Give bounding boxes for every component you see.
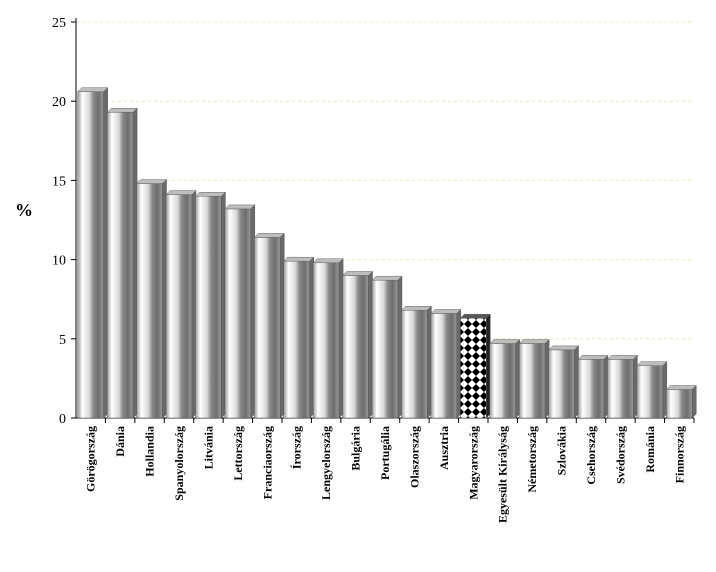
bar bbox=[106, 112, 134, 419]
x-category-label: Írország bbox=[290, 426, 304, 469]
y-tick-label: 5 bbox=[59, 333, 66, 348]
bar bbox=[371, 279, 399, 419]
bars bbox=[77, 87, 697, 419]
x-category-label: Magyarország bbox=[466, 426, 480, 500]
x-category-label: Dánia bbox=[113, 426, 127, 457]
x-category-label: Bulgária bbox=[349, 426, 363, 471]
x-category-label: Görögország bbox=[84, 426, 98, 492]
y-tick-label: 0 bbox=[59, 412, 66, 427]
x-category-label: Hollandia bbox=[143, 426, 157, 477]
bar-highlighted bbox=[460, 317, 487, 419]
bar bbox=[283, 260, 310, 419]
bar-top bbox=[136, 179, 168, 184]
bar bbox=[136, 183, 163, 419]
bar-top bbox=[106, 108, 138, 113]
bar-top bbox=[283, 256, 315, 262]
labels: 0 5 10 15 20 25 Görögország Dánia Hollandia Spany… bbox=[52, 16, 686, 523]
y-tick-label: 25 bbox=[52, 16, 66, 31]
bar-top bbox=[77, 87, 109, 92]
bar bbox=[430, 313, 458, 419]
bar-top bbox=[165, 190, 197, 195]
x-category-label: Olaszország bbox=[407, 426, 421, 488]
bar-top bbox=[577, 355, 609, 360]
bar-top bbox=[606, 355, 638, 360]
bar-top bbox=[400, 306, 432, 311]
bar-top bbox=[371, 275, 403, 281]
y-tick-label: 10 bbox=[52, 254, 66, 269]
x-category-label: Szlovákia bbox=[555, 426, 569, 475]
bar bbox=[489, 343, 516, 419]
bar bbox=[577, 359, 605, 419]
bar-top bbox=[342, 271, 374, 276]
x-category-label: Franciaország bbox=[260, 426, 274, 499]
bar-top bbox=[489, 339, 521, 344]
bar-top bbox=[459, 313, 491, 319]
bar-top bbox=[312, 258, 344, 264]
x-category-label: Svédország bbox=[613, 426, 627, 484]
x-category-label: Németország bbox=[525, 426, 539, 493]
x-category-label: Románia bbox=[643, 426, 657, 473]
x-category-label: Csehország bbox=[584, 426, 598, 485]
x-category-label: Finnország bbox=[672, 426, 686, 483]
bar bbox=[607, 359, 634, 419]
bar bbox=[77, 91, 104, 419]
x-category-label: Lengyelország bbox=[319, 426, 333, 500]
y-axis-label: % bbox=[15, 200, 33, 220]
bar bbox=[254, 237, 281, 419]
bar bbox=[224, 208, 252, 419]
bar-top bbox=[194, 191, 226, 197]
bar-top bbox=[665, 385, 697, 390]
y-tick-label: 20 bbox=[52, 95, 66, 110]
x-category-label: Litvánia bbox=[201, 426, 215, 469]
x-category-label: Lettország bbox=[231, 426, 245, 481]
bar bbox=[401, 310, 428, 419]
bar bbox=[312, 262, 340, 419]
x-category-label: Spanyolország bbox=[172, 426, 186, 501]
y-tick-label: 15 bbox=[52, 174, 66, 189]
bar bbox=[165, 194, 193, 419]
x-category-label: Ausztria bbox=[437, 426, 451, 470]
bar bbox=[195, 195, 222, 419]
bar-side bbox=[691, 384, 697, 419]
bar bbox=[342, 275, 369, 419]
x-category-label: Egyesült Királyság bbox=[496, 426, 510, 523]
bar-top bbox=[636, 361, 668, 366]
bar-top bbox=[430, 309, 462, 314]
bar-top bbox=[224, 204, 256, 210]
bar-top bbox=[548, 345, 580, 351]
bar-top bbox=[518, 339, 550, 344]
bar bbox=[518, 343, 546, 419]
x-category-label: Portugália bbox=[378, 426, 392, 480]
bar bbox=[636, 365, 664, 419]
bar-top bbox=[253, 233, 285, 238]
bar bbox=[666, 389, 693, 419]
bar bbox=[548, 349, 575, 419]
